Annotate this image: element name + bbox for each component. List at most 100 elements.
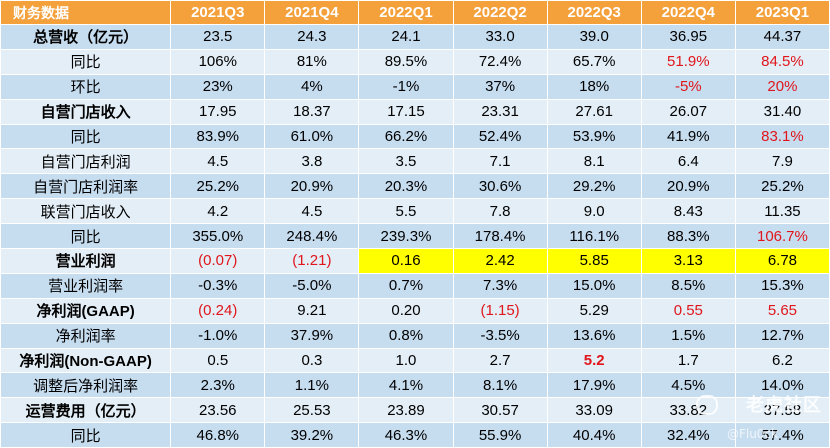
data-cell: 66.2%: [358, 123, 454, 150]
data-cell: 8.5%: [640, 272, 736, 299]
tiger-logo-icon: [696, 395, 718, 415]
header-period: 2022Q4: [640, 0, 736, 25]
data-cell: 36.95: [640, 24, 736, 50]
data-cell: 7.3%: [452, 272, 548, 299]
data-cell: 239.3%: [358, 223, 454, 250]
row-label: 同比: [0, 123, 172, 150]
data-cell: 84.5%: [734, 48, 830, 75]
row-label: 自营门店利润率: [0, 173, 172, 200]
data-cell: 39.2%: [264, 422, 360, 448]
table-row: 联营门店收入 4.2 4.5 5.5 7.8 9.0 8.43 11.35: [0, 198, 830, 225]
data-cell: 89.5%: [358, 48, 454, 75]
table-row: 运营费用（亿元） 23.56 25.53 23.89 30.57 33.09 33.82 37…: [0, 397, 830, 424]
data-cell: 30.6%: [452, 173, 548, 200]
data-cell: 15.0%: [546, 272, 642, 299]
data-cell: 83.1%: [734, 123, 830, 150]
data-cell: 20.3%: [358, 173, 454, 200]
row-label: 环比: [0, 73, 172, 100]
data-cell: 23.56: [170, 397, 266, 424]
row-label: 净利润(Non-GAAP): [0, 347, 172, 374]
data-cell: 20.9%: [264, 173, 360, 200]
data-cell: 32.4%: [640, 422, 736, 448]
table-row: 净利润(GAAP) (0.24) 9.21 0.20 (1.15) 5.29 0.55 5.6…: [0, 297, 830, 324]
data-cell: 40.4%: [546, 422, 642, 448]
data-cell: 11.35: [734, 198, 830, 225]
header-period: 2023Q1: [734, 0, 830, 25]
data-cell: 2.7: [452, 347, 548, 374]
data-cell: -0.3%: [170, 272, 266, 299]
data-cell: 33.09: [546, 397, 642, 424]
data-cell: 17.9%: [546, 372, 642, 399]
row-label: 调整后净利润率: [0, 372, 172, 399]
table-row: 净利润(Non-GAAP) 0.5 0.3 1.0 2.7 5.2 1.7 6.2: [0, 347, 830, 374]
data-cell: 44.37: [734, 24, 830, 50]
data-cell: -1.0%: [170, 322, 266, 349]
data-cell: 83.9%: [170, 123, 266, 150]
data-cell: (0.24): [170, 297, 266, 324]
data-cell: 7.8: [452, 198, 548, 225]
data-cell: -5.0%: [264, 272, 360, 299]
data-cell: 5.2: [546, 347, 642, 374]
data-cell: 9.0: [546, 198, 642, 225]
data-cell: 248.4%: [264, 223, 360, 250]
table-row: 同比 83.9% 61.0% 66.2% 52.4% 53.9% 41.9% 83.1%: [0, 123, 830, 150]
data-cell: 24.3: [264, 24, 360, 50]
data-cell: 46.8%: [170, 422, 266, 448]
data-cell: 18.37: [264, 98, 360, 125]
data-cell: 37.9%: [264, 322, 360, 349]
data-cell: 81%: [264, 48, 360, 75]
row-label: 同比: [0, 422, 172, 448]
data-cell: 0.7%: [358, 272, 454, 299]
data-cell: -5%: [640, 73, 736, 100]
row-label: 自营门店利润: [0, 148, 172, 175]
data-cell: 17.95: [170, 98, 266, 125]
data-cell: 1.5%: [640, 322, 736, 349]
data-cell: 4.2: [170, 198, 266, 225]
data-cell: 3.8: [264, 148, 360, 175]
row-label: 净利润(GAAP): [0, 297, 172, 324]
data-cell: 0.20: [358, 297, 454, 324]
data-cell: 6.2: [734, 347, 830, 374]
data-cell: 5.85: [546, 248, 642, 274]
data-cell: 65.7%: [546, 48, 642, 75]
data-cell: 23.89: [358, 397, 454, 424]
row-label: 同比: [0, 223, 172, 250]
header-period: 2021Q4: [264, 0, 360, 25]
data-cell: 106%: [170, 48, 266, 75]
data-cell: 33.0: [452, 24, 548, 50]
data-cell: 46.3%: [358, 422, 454, 448]
data-cell: 39.0: [546, 24, 642, 50]
data-cell: 20%: [734, 73, 830, 100]
data-cell: 0.3: [264, 347, 360, 374]
data-cell: 25.2%: [170, 173, 266, 200]
header-label-column: 财务数据: [0, 0, 172, 25]
data-cell: 23.5: [170, 24, 266, 50]
data-cell: 2.3%: [170, 372, 266, 399]
data-cell: 6.4: [640, 148, 736, 175]
data-cell: 116.1%: [546, 223, 642, 250]
row-label: 同比: [0, 48, 172, 75]
data-cell: 8.43: [640, 198, 736, 225]
data-cell: 7.1: [452, 148, 548, 175]
data-cell: 88.3%: [640, 223, 736, 250]
data-cell: 52.4%: [452, 123, 548, 150]
data-cell: 29.2%: [546, 173, 642, 200]
data-cell: 0.16: [358, 248, 454, 274]
row-label: 总营收（亿元）: [0, 24, 172, 50]
header-period: 2022Q2: [452, 0, 548, 25]
table-row: 同比 46.8% 39.2% 46.3% 55.9% 40.4% 32.4% 57.4%: [0, 422, 830, 448]
data-cell: 0.5: [170, 347, 266, 374]
data-cell: 5.29: [546, 297, 642, 324]
table-row: 调整后净利润率 2.3% 1.1% 4.1% 8.1% 17.9% 4.5% 14.0%: [0, 372, 830, 399]
data-cell: 178.4%: [452, 223, 548, 250]
data-cell: 37.58: [734, 397, 830, 424]
table-row: 营业利润率 -0.3% -5.0% 0.7% 7.3% 15.0% 8.5% 15.3%: [0, 272, 830, 299]
data-cell: 25.53: [264, 397, 360, 424]
data-cell: 5.65: [734, 297, 830, 324]
data-cell: -3.5%: [452, 322, 548, 349]
table-row: 同比 355.0% 248.4% 239.3% 178.4% 116.1% 88.3% 106…: [0, 223, 830, 250]
data-cell: 25.2%: [734, 173, 830, 200]
data-cell: 26.07: [640, 98, 736, 125]
watermark-text: 老虎社区: [746, 395, 822, 416]
